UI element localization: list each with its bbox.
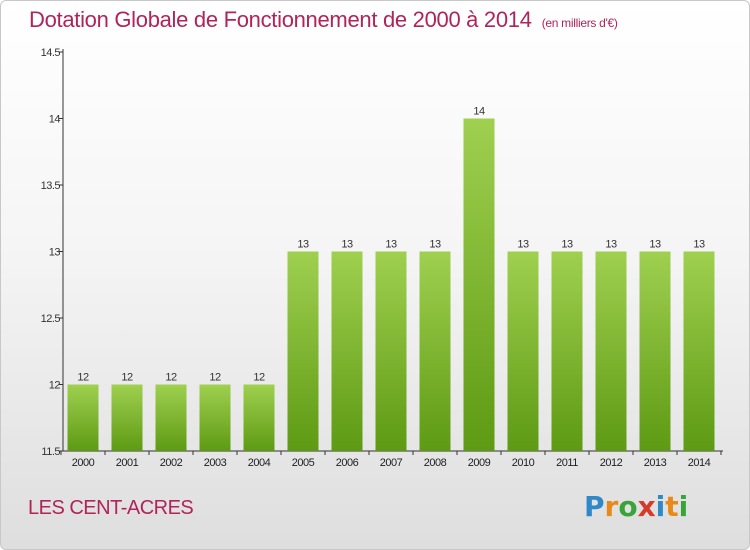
- y-tick-label: 13: [49, 247, 61, 259]
- title-text: Dotation Globale de Fonctionnement de 20…: [29, 7, 532, 32]
- data-label: 12: [121, 372, 133, 384]
- bars: [67, 118, 715, 451]
- x-tick-label: 2001: [116, 457, 139, 469]
- chart-title: Dotation Globale de Fonctionnement de 20…: [29, 7, 618, 33]
- x-tick-label: 2010: [512, 457, 535, 469]
- x-tick-label: 2005: [292, 457, 315, 469]
- proxiti-logo: Proxiti: [584, 490, 688, 523]
- x-tick-label: 2002: [160, 457, 183, 469]
- bar: [111, 384, 143, 451]
- x-tick-label: 2008: [424, 457, 447, 469]
- logo-letter: P: [584, 490, 605, 523]
- data-label: 13: [297, 239, 309, 251]
- x-tick-label: 2004: [248, 457, 271, 469]
- bar: [375, 251, 407, 451]
- bar: [683, 251, 715, 451]
- y-tick-label: 12.5: [41, 313, 61, 325]
- x-tick-label: 2007: [380, 457, 403, 469]
- data-label: 13: [561, 239, 573, 251]
- data-label: 12: [165, 372, 177, 384]
- data-label: 13: [605, 239, 617, 251]
- bar: [67, 384, 99, 451]
- data-label: 13: [693, 239, 705, 251]
- data-label: 13: [429, 239, 441, 251]
- data-label: 12: [77, 372, 89, 384]
- bar: [639, 251, 671, 451]
- logo-letter: x: [637, 490, 656, 523]
- x-tick-label: 2013: [644, 457, 667, 469]
- x-tick-label: 2011: [556, 457, 578, 469]
- place-name: LES CENT-ACRES: [28, 497, 194, 519]
- data-label: 13: [385, 239, 397, 251]
- y-tick-label: 13.5: [41, 180, 61, 192]
- y-tick-label: 14: [49, 114, 61, 126]
- unit-note: (en milliers d'€): [541, 16, 618, 30]
- data-label: 13: [517, 239, 529, 251]
- y-axis: 11.5 12 12.5 13 13.5 14 14.5: [41, 47, 64, 458]
- x-tick-label: 2006: [336, 457, 359, 469]
- bar: [155, 384, 187, 451]
- data-label: 12: [253, 372, 265, 384]
- y-tick-label: 11.5: [41, 446, 60, 458]
- bar: [463, 118, 495, 451]
- logo-letter: o: [618, 490, 638, 523]
- y-tick-label: 14.5: [41, 47, 61, 59]
- x-tick-label: 2012: [600, 457, 623, 469]
- data-labels: 12 12 12 12 12 13 13 13 13 14 13 13 13 13 13: [77, 106, 705, 384]
- bar: [331, 251, 363, 451]
- bar: [507, 251, 539, 451]
- x-tick-label: 2009: [468, 457, 491, 469]
- x-tick-label: 2000: [72, 457, 95, 469]
- bar: [243, 384, 275, 451]
- bar: [595, 251, 627, 451]
- data-label: 12: [209, 372, 221, 384]
- data-label: 13: [341, 239, 353, 251]
- x-axis: 2000 2001 2002 2003 2004 2005 2006 2007 2008 2009…: [60, 450, 723, 469]
- data-label: 13: [649, 239, 661, 251]
- bar: [419, 251, 451, 451]
- x-tick-label: 2003: [204, 457, 227, 469]
- data-label: 14: [473, 106, 485, 118]
- logo-letter: t: [665, 490, 679, 523]
- bar: [287, 251, 319, 451]
- bar: [551, 251, 583, 451]
- logo-letter: i: [678, 490, 689, 523]
- bar: [199, 384, 231, 451]
- logo-letter: i: [655, 490, 666, 523]
- y-tick-label: 12: [49, 380, 61, 392]
- x-tick-label: 2014: [688, 457, 711, 469]
- logo-letter: r: [604, 490, 619, 523]
